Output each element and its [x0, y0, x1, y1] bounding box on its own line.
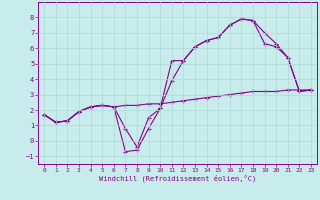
X-axis label: Windchill (Refroidissement éolien,°C): Windchill (Refroidissement éolien,°C): [99, 175, 256, 182]
